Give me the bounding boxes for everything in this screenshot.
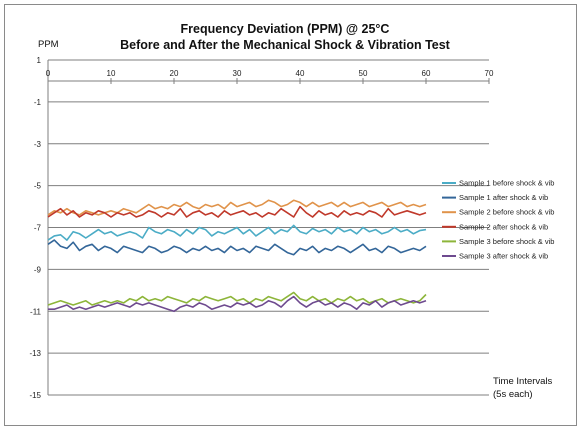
series-line-2 (47, 239, 427, 256)
x-tick-label: 60 (422, 69, 431, 78)
legend-label: Sample 2 after shock & vib (459, 222, 548, 231)
grid (48, 59, 489, 396)
y-tick-label: -9 (34, 265, 42, 274)
legend-label: Sample 2 before shock & vib (459, 208, 554, 217)
x-tick-label: 70 (485, 69, 494, 78)
series-line-1 (47, 224, 427, 241)
x-tick-label: 50 (359, 69, 368, 78)
y-axis-label: PPM (38, 39, 59, 50)
legend-label: Sample 3 before shock & vib (459, 237, 554, 246)
series-line-3 (47, 199, 427, 216)
legend-label: Sample 1 before shock & vib (459, 179, 554, 188)
legend-entry: Sample 3 after shock & vib (442, 252, 548, 261)
legend-entry: Sample 1 before shock & vib (442, 179, 554, 188)
y-tick-label: -11 (30, 307, 42, 316)
y-tick-label: -7 (34, 224, 42, 233)
y-tick-label: 1 (37, 56, 42, 65)
y-tick-label: -1 (34, 98, 42, 107)
y-tick-label: -15 (29, 391, 41, 400)
y-tick-label: -3 (34, 140, 42, 149)
y-tick-label: -13 (29, 349, 41, 358)
x-tick-label: 40 (296, 69, 305, 78)
legend-label: Sample 3 after shock & vib (459, 252, 548, 261)
series-lines (47, 199, 427, 313)
legend: Sample 1 before shock & vib Sample 1 afte… (442, 179, 554, 261)
legend-entry: Sample 2 before shock & vib (442, 208, 554, 217)
x-axis-label-line1: Time Intervals (493, 376, 553, 387)
axes: 1 -1 -3 -5 -7 -9 -11 -13 -15 0 10 20 30 40 50 60 70 (29, 56, 494, 400)
y-tick-label: -5 (34, 182, 42, 191)
x-tick-label: 10 (107, 69, 116, 78)
x-tick-label: 0 (46, 69, 51, 78)
chart-title: Frequency Deviation (PPM) @ 25°C (181, 22, 390, 36)
x-tick-label: 20 (170, 69, 179, 78)
legend-entry: Sample 1 after shock & vib (442, 193, 548, 202)
legend-entry: Sample 3 before shock & vib (442, 237, 554, 246)
series-line-5 (47, 291, 427, 306)
legend-label: Sample 1 after shock & vib (459, 193, 548, 202)
series-line-4 (47, 205, 427, 218)
legend-entry: Sample 2 after shock & vib (442, 222, 548, 231)
chart-subtitle: Before and After the Mechanical Shock & … (120, 38, 451, 52)
series-line-6 (48, 295, 427, 313)
x-tick-label: 30 (233, 69, 242, 78)
x-axis-label-line2: (5s each) (493, 389, 533, 400)
